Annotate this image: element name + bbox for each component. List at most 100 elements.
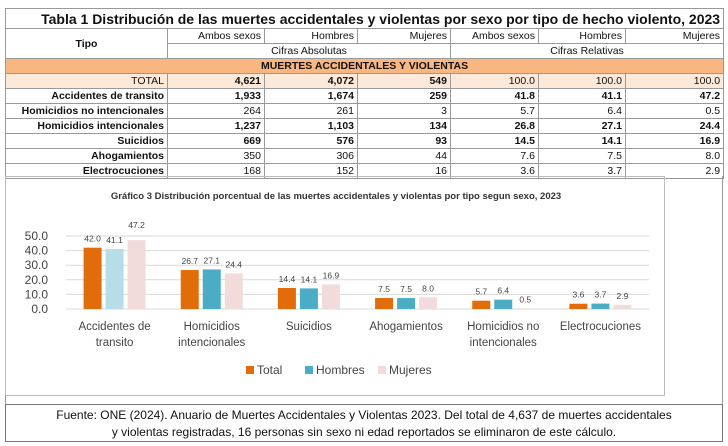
legend-label: Hombres	[316, 363, 365, 377]
col-header: Ambos sexos	[450, 28, 539, 44]
table-cell: 7.6	[450, 148, 539, 164]
legend-label: Mujeres	[389, 363, 432, 377]
chart: Gráfico 3 Distribución porcentual de las…	[5, 176, 665, 396]
table-cell: 5.7	[450, 103, 539, 119]
y-tick-label: 0.0	[31, 302, 48, 316]
legend-swatch-hombres	[305, 366, 313, 374]
legend-swatch-total	[246, 366, 254, 374]
table-cell: 264	[167, 103, 265, 119]
y-tick-label: 30.0	[25, 258, 49, 272]
category-label: Accidentes de	[78, 321, 150, 333]
legend-label: Total	[257, 363, 282, 377]
table-cell: 6.4	[538, 103, 626, 119]
table-cell: 24.4	[624, 118, 725, 134]
table-cell: 14.1	[538, 133, 626, 149]
bar-hombres	[591, 303, 610, 309]
table-cell: 1,674	[264, 88, 358, 104]
data-label: 6.4	[497, 286, 509, 296]
section-header: MUERTES ACCIDENTALES Y VIOLENTAS	[4, 58, 725, 74]
table-row: Suicidios 669 576 93 14.5 14.1 16.9	[5, 133, 725, 149]
y-tick-label: 10.0	[25, 287, 49, 301]
col-header: Mujeres	[624, 28, 725, 44]
bar-mujeres	[321, 284, 340, 309]
table-title: Tabla 1 Distribución de las muertes acci…	[4, 8, 725, 29]
table-cell: 14.5	[450, 133, 539, 149]
table-row: Ahogamientos 350 306 44 7.6 7.5 8.0	[5, 148, 725, 164]
col-header: Ambos sexos	[167, 28, 265, 44]
table-cell: 259	[357, 88, 451, 104]
bar-total	[277, 287, 296, 309]
chart-svg: 0.010.020.030.040.050.0 42.0 41.1 47.2 Accid…	[25, 220, 649, 377]
table-cell: 44	[357, 148, 451, 164]
bar-total	[180, 270, 199, 309]
footer-line-1: Fuente: ONE (2024). Anuario de Muertes A…	[56, 408, 672, 422]
data-label: 5.7	[475, 287, 487, 297]
table-cell: 100.0	[624, 73, 725, 89]
bar-hombres	[299, 288, 318, 309]
tipo-header: Tipo	[5, 28, 168, 59]
table-cell: 669	[167, 133, 265, 149]
category-label: Ahogamientos	[369, 321, 443, 333]
bar-hombres	[105, 248, 124, 309]
table-cell: 100.0	[538, 73, 626, 89]
bar-total	[472, 300, 491, 309]
footer-line-2: y violentas registradas, 16 personas sin…	[111, 425, 617, 439]
table-row: TOTAL 4,621 4,072 549 100.0 100.0 100.0	[5, 73, 725, 89]
table-cell: 3.7	[538, 163, 626, 179]
table-cell: 41.1	[538, 88, 626, 104]
row-label: Homicidios no intencionales	[5, 103, 168, 119]
bar-mujeres	[613, 304, 632, 309]
col-header: Hombres	[264, 28, 358, 44]
data-label: 42.0	[84, 234, 101, 244]
table-cell: 4,072	[264, 73, 358, 89]
category-label: Homicidios	[184, 321, 240, 333]
table-cell: 1,933	[167, 88, 265, 104]
bar-hombres	[202, 269, 221, 309]
row-label: TOTAL	[5, 73, 168, 89]
table-cell: 0.5	[624, 103, 725, 119]
table-row: Electrocuciones 168 152 16 3.6 3.7 2.9	[5, 163, 725, 179]
col-header: Hombres	[538, 28, 626, 44]
y-tick-label: 40.0	[25, 244, 49, 258]
table-cell: 93	[357, 133, 451, 149]
data-label: 2.9	[617, 291, 629, 301]
bar-total	[569, 303, 588, 309]
table-cell: 26.8	[450, 118, 539, 134]
table-cell: 7.5	[538, 148, 626, 164]
table-row: Accidentes de transito 1,933 1,674 259 41.8 4…	[5, 88, 725, 104]
table-cell: 3.6	[450, 163, 539, 179]
data-label: 7.5	[400, 284, 412, 294]
table-cell: 350	[167, 148, 265, 164]
data-label: 8.0	[422, 283, 434, 293]
data-label: 27.1	[203, 255, 220, 265]
bar-total	[83, 247, 102, 309]
table-cell: 27.1	[538, 118, 626, 134]
data-label: 3.7	[595, 290, 607, 300]
data-label: 47.2	[128, 220, 145, 230]
group-absolutas: Cifras Absolutas	[167, 43, 451, 59]
bar-mujeres	[127, 240, 146, 309]
bar-mujeres	[516, 308, 535, 309]
table-row: Homicidios intencionales 1,237 1,103 134 26.…	[5, 118, 725, 134]
data-label: 7.5	[378, 284, 390, 294]
row-label: Ahogamientos	[5, 148, 168, 164]
row-label: Electrocuciones	[5, 163, 168, 179]
data-label: 14.1	[301, 274, 318, 284]
group-relativas: Cifras Relativas	[449, 43, 725, 59]
category-label: Suicidios	[286, 321, 332, 333]
table-cell: 4,621	[167, 73, 265, 89]
bar-mujeres	[224, 273, 243, 309]
table-cell: 3	[357, 103, 451, 119]
bar-mujeres	[419, 297, 438, 309]
data-label: 0.5	[519, 294, 531, 304]
table-cell: 8.0	[624, 148, 725, 164]
category-label: intencionales	[178, 337, 245, 349]
footer-note: Fuente: ONE (2024). Anuario de Muertes A…	[5, 404, 723, 442]
bar-hombres	[397, 298, 416, 309]
table-cell: 100.0	[450, 73, 539, 89]
table-cell: 16.9	[624, 133, 725, 149]
row-label: Accidentes de transito	[5, 88, 168, 104]
table-cell: 152	[264, 163, 358, 179]
table-row: Homicidios no intencionales 264 261 3 5.7 6.4…	[5, 103, 725, 119]
table-cell: 41.8	[450, 88, 539, 104]
